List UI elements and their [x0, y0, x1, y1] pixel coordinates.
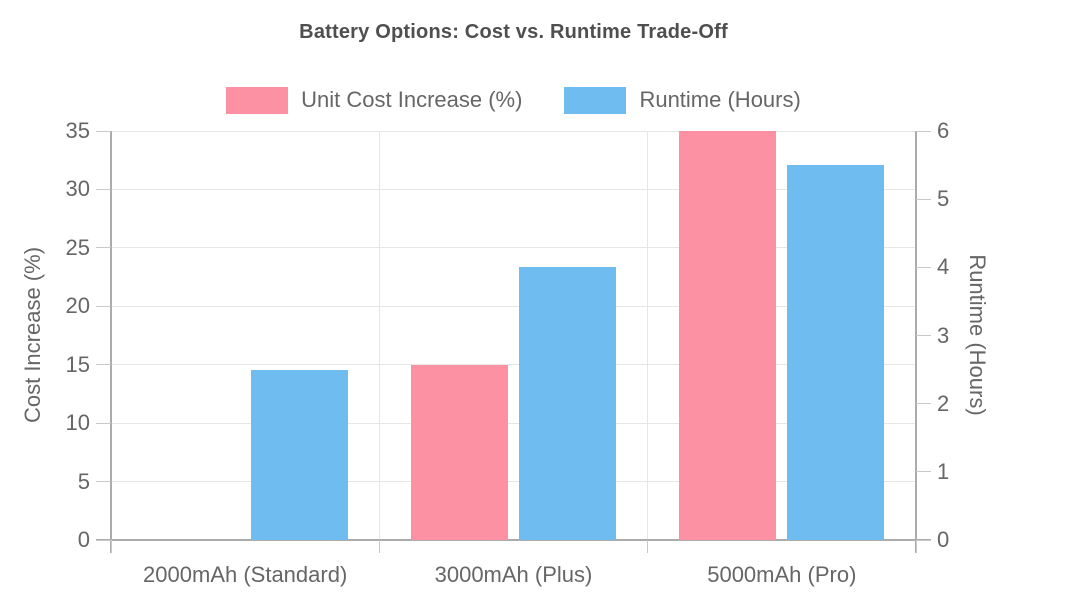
left-axis-tick-label: 10 [65, 410, 90, 436]
legend-item-runtime-hours[interactable]: Runtime (Hours) [564, 86, 801, 114]
gridline-vertical [647, 131, 649, 540]
right-axis-tick [916, 335, 931, 336]
gridline-horizontal [111, 247, 916, 249]
right-axis-tick-label: 6 [937, 118, 950, 143]
gridline-horizontal [111, 130, 916, 132]
gridline-horizontal [111, 364, 916, 366]
right-axis-line [915, 131, 917, 553]
x-axis-boundary-tick [378, 540, 380, 553]
right-axis-title: Runtime (Hours) [965, 254, 990, 416]
left-axis-tick-label: 0 [77, 527, 90, 552]
left-axis-tick [96, 305, 111, 307]
left-axis-line [110, 131, 112, 553]
right-axis-tick-label: 3 [937, 322, 950, 348]
right-axis-tick [916, 130, 931, 132]
left-axis-tick [96, 539, 111, 541]
gridline-horizontal [111, 481, 916, 483]
left-axis-tick [96, 247, 111, 249]
legend-swatch-runtime-hours [564, 86, 627, 114]
x-axis-boundary-tick [110, 540, 112, 553]
chart-title: Battery Options: Cost vs. Runtime Trade-… [299, 21, 728, 43]
right-axis-tick [916, 403, 931, 405]
gridline-horizontal [111, 305, 916, 307]
right-axis-tick [916, 266, 931, 268]
bar-unit-cost-increase[interactable] [679, 131, 777, 540]
gridline-horizontal [111, 188, 916, 190]
gridline-horizontal [111, 422, 916, 424]
x-category-label: 2000mAh (Standard) [143, 562, 348, 587]
right-axis-tick [916, 198, 931, 200]
left-axis-tick-label: 15 [65, 351, 90, 377]
x-axis-boundary-tick [647, 540, 649, 553]
left-axis-tick [96, 130, 111, 132]
left-axis-tick [96, 364, 111, 366]
left-axis-tick [96, 188, 111, 190]
gridline-vertical [378, 131, 380, 540]
bar-runtime-hours[interactable] [787, 165, 885, 540]
legend-label: Unit Cost Increase (%) [301, 87, 523, 112]
bar-runtime-hours[interactable] [519, 267, 616, 540]
right-axis-tick-label: 2 [937, 390, 950, 416]
x-category-label: 5000mAh (Pro) [707, 562, 857, 587]
left-axis-tick [96, 422, 111, 424]
legend-item-unit-cost-increase[interactable]: Unit Cost Increase (%) [226, 86, 523, 114]
right-axis-tick-label: 1 [937, 458, 950, 484]
left-axis-tick-label: 20 [65, 293, 90, 319]
x-axis-line [96, 539, 931, 541]
x-axis-boundary-tick [915, 540, 917, 553]
right-axis-tick-label: 4 [937, 254, 950, 280]
left-axis-tick [96, 481, 111, 483]
right-axis-tick-label: 0 [937, 527, 950, 552]
left-axis-tick-label: 30 [65, 176, 90, 202]
left-axis-title: Cost Increase (%) [20, 246, 45, 424]
right-axis-tick [916, 471, 931, 473]
legend: Unit Cost Increase (%) Runtime (Hours) [111, 84, 916, 116]
legend-label: Runtime (Hours) [639, 87, 801, 112]
left-axis-tick-label: 25 [65, 234, 90, 260]
bar-unit-cost-increase[interactable] [411, 364, 508, 540]
right-axis-tick-label: 5 [937, 186, 950, 212]
left-axis-tick-label: 35 [65, 118, 90, 143]
legend-swatch-unit-cost-increase [226, 86, 289, 114]
right-axis-tick [916, 539, 931, 541]
left-axis-tick-label: 5 [77, 468, 90, 494]
bar-runtime-hours[interactable] [250, 369, 348, 540]
x-category-label: 3000mAh (Plus) [434, 562, 593, 587]
